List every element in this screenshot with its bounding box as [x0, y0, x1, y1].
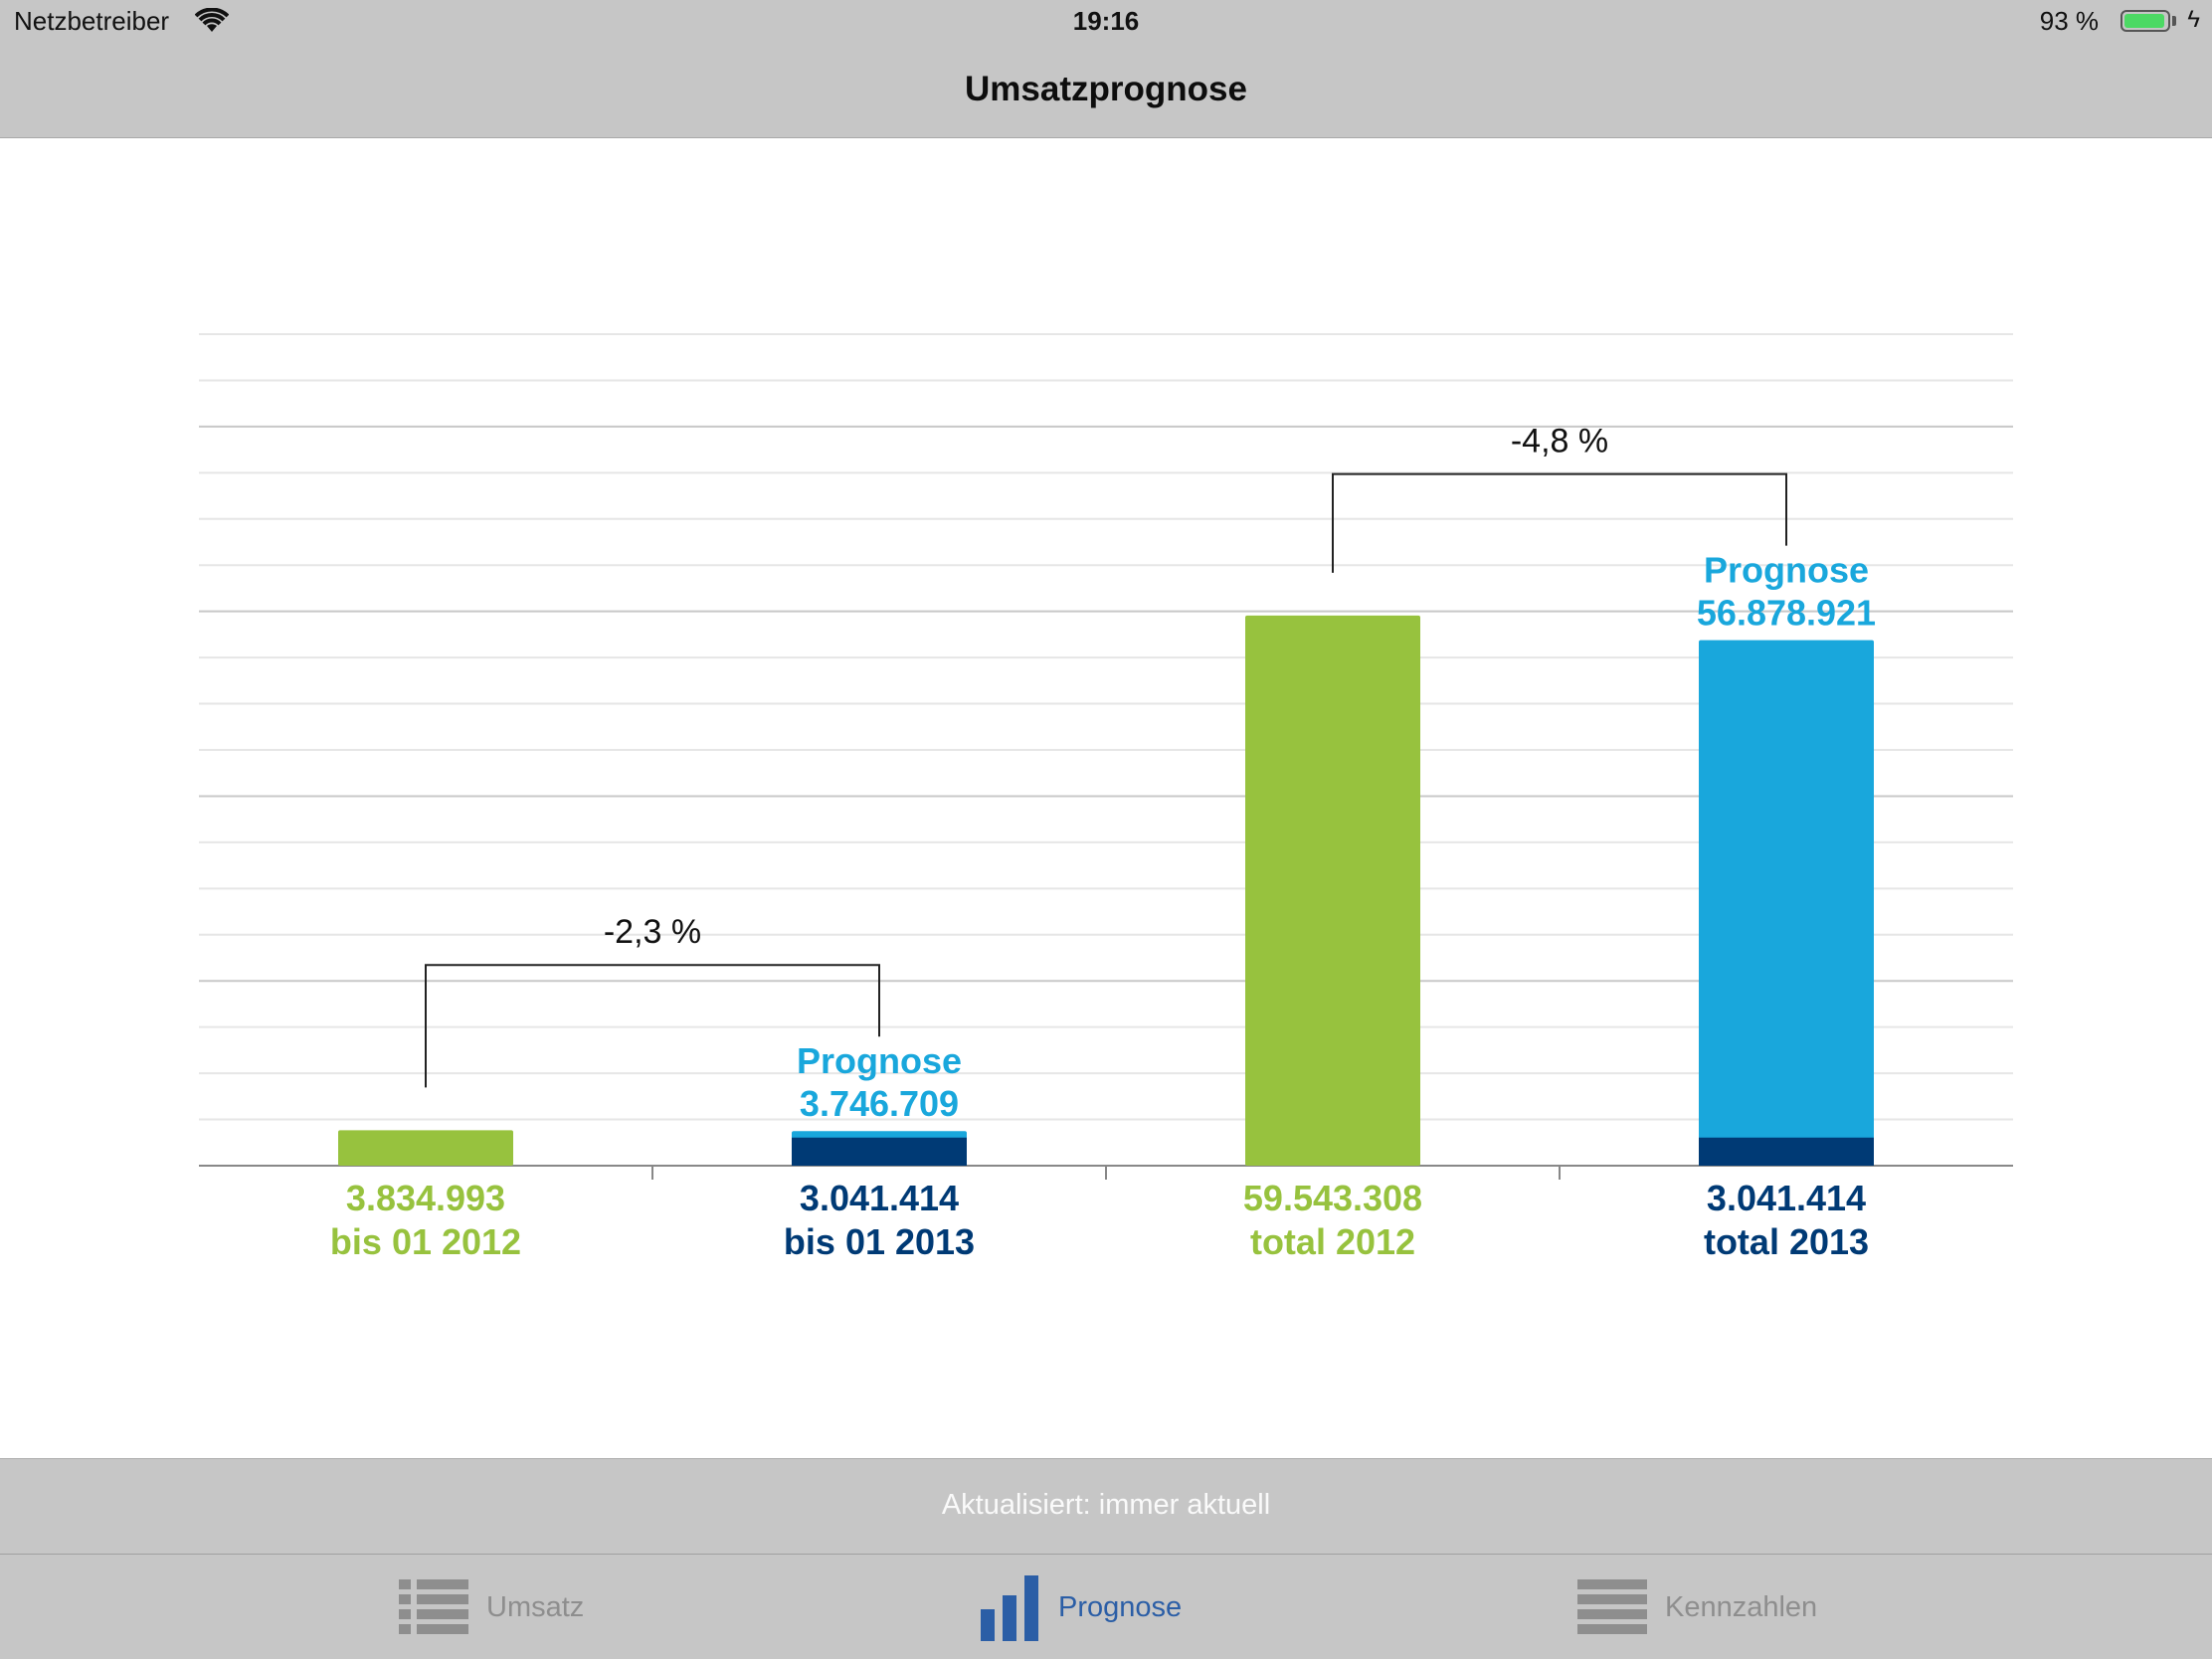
status-time: 19:16 [1072, 6, 1140, 36]
actual-bar [792, 1137, 967, 1166]
bar-chart-icon [981, 1575, 1038, 1641]
tab-umsatz[interactable]: Umsatz [399, 1572, 584, 1642]
update-status-text: Aktualisiert: immer aktuell [941, 1489, 1271, 1521]
comparison-label: -2,3 % [604, 913, 701, 951]
page-title: Umsatzprognose [965, 70, 1247, 108]
category-label: total 2012 [1250, 1221, 1415, 1262]
bar-value-label: 3.041.414 [800, 1178, 959, 1218]
tab-umsatz-label: Umsatz [486, 1590, 585, 1623]
tab-prognose[interactable]: Prognose [981, 1572, 1182, 1642]
list-icon [1577, 1579, 1647, 1634]
forecast-label: Prognose [797, 1040, 962, 1081]
comparison-bracket [1332, 472, 1787, 573]
forecast-value-label: 56.878.921 [1697, 593, 1876, 634]
wifi-icon [195, 8, 229, 32]
previous-year-bar [1245, 615, 1420, 1166]
bar-value-label: 3.041.414 [1707, 1178, 1866, 1218]
status-bar: Netzbetreiber 19:16 93 % ϟ [0, 0, 2212, 44]
comparison-bracket [425, 964, 880, 1088]
tab-kennzahlen-label: Kennzahlen [1665, 1590, 1818, 1623]
previous-year-bar [338, 1130, 513, 1166]
carrier-name: Netzbetreiber [14, 6, 170, 36]
navigation-bar: Umsatzprognose [0, 44, 2212, 138]
comparison-label: -4,8 % [1511, 423, 1608, 461]
battery-percent: 93 % [2039, 6, 2099, 36]
tab-bar: Umsatz Prognose Kennzahlen [0, 1554, 2212, 1659]
tab-kennzahlen[interactable]: Kennzahlen [1577, 1572, 1817, 1642]
battery-tip [2172, 16, 2176, 26]
bolt-icon: ϟ [2187, 6, 2200, 33]
tab-prognose-label: Prognose [1058, 1590, 1183, 1623]
update-status-bar: Aktualisiert: immer aktuell [0, 1458, 2212, 1554]
forecast-value-label: 3.746.709 [800, 1083, 959, 1124]
category-label: bis 01 2012 [330, 1221, 521, 1262]
bar-value-label: 3.834.993 [346, 1178, 505, 1218]
forecast-label: Prognose [1704, 550, 1869, 591]
chart-bars [338, 615, 1874, 1166]
list-icon [399, 1579, 468, 1634]
bar-value-label: 59.543.308 [1243, 1178, 1422, 1218]
chart-comparisons: -2,3 % -4,8 % [425, 423, 1787, 1088]
category-label: bis 01 2013 [784, 1221, 975, 1262]
actual-bar [1699, 1137, 1874, 1166]
battery-icon [2120, 10, 2170, 32]
category-label: total 2013 [1704, 1221, 1869, 1262]
forecast-bar [1699, 640, 1874, 1166]
